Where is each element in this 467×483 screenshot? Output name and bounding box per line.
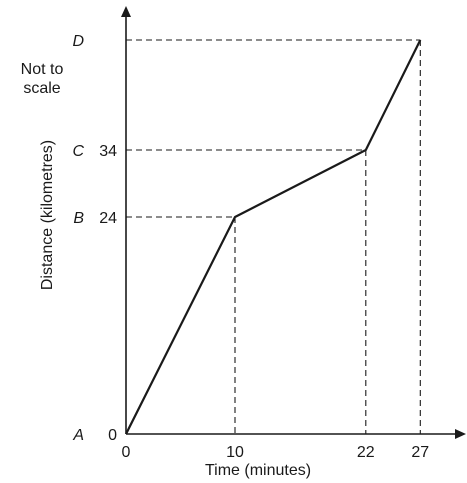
- x-tick-label: 22: [357, 444, 375, 461]
- x-axis-label: Time (minutes): [205, 462, 311, 479]
- x-tick-label: 10: [226, 444, 244, 461]
- y-axis-label: Distance (kilometres): [39, 140, 56, 290]
- dashed-guides: [126, 39, 421, 434]
- y-tick-labels: A 0 B 24 C 34 D: [72, 33, 117, 444]
- distance-line: [125, 39, 422, 435]
- point-letter-label: B: [73, 210, 84, 227]
- point-letter-label: D: [72, 33, 84, 50]
- x-tick-label: 27: [411, 444, 429, 461]
- y-tick-label: 34: [99, 143, 117, 160]
- x-tick-labels: 0 10 22 27: [122, 444, 430, 461]
- point-letter-label: C: [72, 143, 84, 160]
- point-letter-label: A: [72, 427, 84, 444]
- x-tick-label: 0: [122, 444, 131, 461]
- x-axis-arrow: [455, 429, 466, 439]
- axes: [121, 6, 466, 439]
- y-tick-label: 0: [108, 427, 117, 444]
- y-axis-arrow: [121, 6, 131, 17]
- not-to-scale-note: Not to scale: [20, 61, 64, 97]
- y-tick-label: 24: [99, 210, 117, 227]
